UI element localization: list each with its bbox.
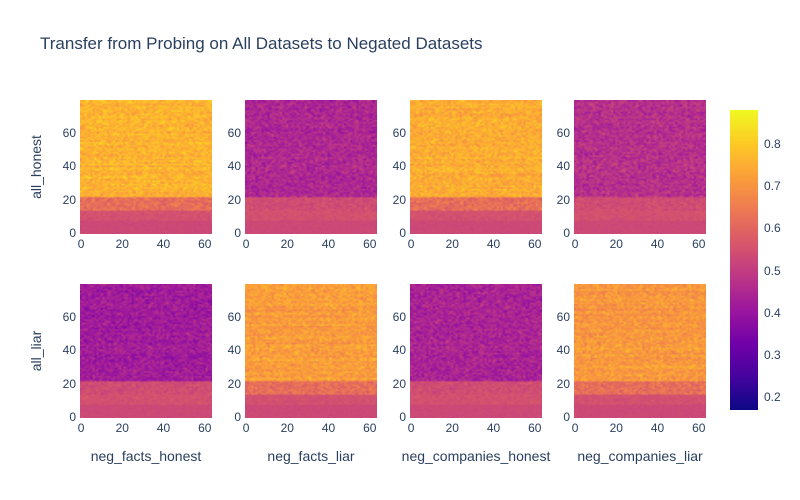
x-tick-label: 0 (242, 421, 250, 435)
x-tick-label: 60 (692, 421, 706, 435)
y-tick-label: 60 (227, 125, 241, 140)
x-tick-label: 20 (280, 237, 294, 251)
colorbar-tick-label: 0.8 (764, 136, 781, 151)
y-tick-label: 40 (556, 159, 570, 174)
y-tick-label: 60 (227, 309, 241, 324)
heatmap-cells (410, 100, 542, 234)
x-tick-label: 0 (571, 421, 579, 435)
y-tick-label: 20 (62, 192, 76, 207)
colorbar-tick-label: 0.3 (764, 348, 781, 363)
x-tick-label: 0 (77, 421, 85, 435)
heatmap-cells (245, 284, 377, 418)
y-tick-label: 0 (69, 410, 76, 425)
x-tick-label: 40 (321, 237, 336, 251)
x-tick-label: 40 (486, 421, 501, 435)
x-tick-label: 60 (692, 237, 706, 251)
y-tick-label: 60 (62, 309, 76, 324)
x-tick-label: 40 (650, 421, 665, 435)
x-tick-label: 0 (242, 237, 250, 251)
colorbar-tick-label: 0.6 (764, 221, 781, 236)
x-tick-label: 40 (156, 237, 171, 251)
x-tick-label: 20 (280, 421, 294, 435)
y-tick-label: 60 (392, 125, 406, 140)
heatmap-panel-all_liar-neg_facts_honest (80, 284, 212, 418)
x-tick-label: 40 (486, 237, 501, 251)
y-tick-label: 20 (62, 376, 76, 391)
y-tick-label: 0 (563, 410, 570, 425)
column-label-neg_companies_honest: neg_companies_honest (401, 448, 551, 464)
y-tick-label: 40 (62, 343, 76, 358)
y-tick-label: 60 (392, 309, 406, 324)
x-tick-label: 0 (571, 237, 579, 251)
y-tick-label: 40 (556, 343, 570, 358)
x-tick-label: 20 (115, 237, 129, 251)
x-tick-label: 20 (609, 237, 623, 251)
column-label-neg_facts_liar: neg_facts_liar (267, 448, 355, 464)
y-tick-label: 0 (234, 226, 241, 241)
heatmap-cells (80, 284, 212, 418)
heatmap-cells (574, 284, 706, 418)
x-tick-label: 20 (609, 421, 623, 435)
y-tick-label: 20 (227, 376, 241, 391)
x-tick-label: 40 (321, 421, 336, 435)
column-label-neg_companies_liar: neg_companies_liar (577, 448, 703, 464)
heatmap-panel-all_honest-neg_companies_liar (574, 100, 706, 234)
y-tick-label: 40 (62, 159, 76, 174)
y-tick-label: 60 (62, 125, 76, 140)
chart-title: Transfer from Probing on All Datasets to… (40, 34, 483, 53)
x-tick-label: 60 (198, 237, 212, 251)
y-tick-label: 60 (556, 309, 570, 324)
row-label-all_liar: all_liar (28, 330, 44, 372)
x-tick-label: 60 (363, 237, 377, 251)
x-tick-label: 60 (528, 421, 542, 435)
x-tick-label: 0 (407, 421, 415, 435)
x-tick-label: 40 (650, 237, 665, 251)
heatmap-panel-all_honest-neg_facts_liar (245, 100, 377, 234)
x-tick-label: 60 (528, 237, 542, 251)
heatmap-cells (80, 100, 212, 234)
colorbar-tick-label: 0.4 (764, 305, 781, 320)
x-tick-label: 20 (115, 421, 129, 435)
heatmap-cells (574, 100, 706, 234)
y-tick-label: 0 (399, 226, 406, 241)
column-label-neg_facts_honest: neg_facts_honest (90, 448, 202, 464)
colorbar (730, 110, 758, 410)
x-tick-label: 0 (407, 237, 415, 251)
heatmap-panel-all_honest-neg_companies_honest (410, 100, 542, 234)
colorbar-tick-label: 0.2 (764, 390, 781, 405)
y-tick-label: 40 (227, 343, 241, 358)
x-tick-label: 20 (445, 237, 459, 251)
colorbar-tick-label: 0.7 (764, 179, 781, 194)
y-tick-label: 20 (392, 376, 406, 391)
heatmap-panel-all_liar-neg_facts_liar (245, 284, 377, 418)
x-tick-label: 60 (198, 421, 212, 435)
heatmap-cells (410, 284, 542, 418)
y-tick-label: 40 (227, 159, 241, 174)
row-label-all_honest: all_honest (28, 135, 44, 199)
y-tick-label: 0 (69, 226, 76, 241)
x-tick-label: 40 (156, 421, 171, 435)
y-tick-label: 40 (392, 159, 406, 174)
heatmap-panel-all_honest-neg_facts_honest (80, 100, 212, 234)
y-tick-label: 0 (234, 410, 241, 425)
x-tick-label: 0 (77, 237, 85, 251)
heatmap-panel-all_liar-neg_companies_liar (574, 284, 706, 418)
y-tick-label: 40 (392, 343, 406, 358)
colorbar-tick-label: 0.5 (764, 263, 781, 278)
y-tick-label: 20 (556, 192, 570, 207)
y-tick-label: 60 (556, 125, 570, 140)
x-tick-label: 60 (363, 421, 377, 435)
y-tick-label: 0 (399, 410, 406, 425)
y-tick-label: 20 (556, 376, 570, 391)
y-tick-label: 0 (563, 226, 570, 241)
y-tick-label: 20 (227, 192, 241, 207)
heatmap-cells (245, 100, 377, 234)
x-tick-label: 20 (445, 421, 459, 435)
y-tick-label: 20 (392, 192, 406, 207)
heatmap-panel-all_liar-neg_companies_honest (410, 284, 542, 418)
